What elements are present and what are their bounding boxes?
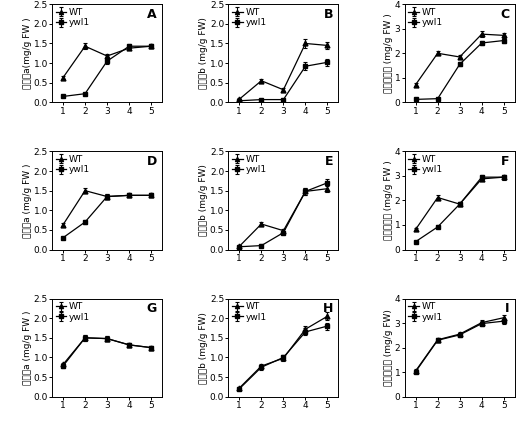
Text: C: C: [500, 8, 509, 21]
Y-axis label: 叶绿素含量 (mg/g FW ): 叶绿素含量 (mg/g FW ): [384, 14, 393, 93]
Text: E: E: [324, 155, 333, 168]
Legend: WT, ywl1: WT, ywl1: [54, 6, 92, 29]
Legend: WT, ywl1: WT, ywl1: [230, 300, 268, 323]
Y-axis label: 叶绿素a(mg/g FW ): 叶绿素a(mg/g FW ): [23, 17, 32, 89]
Text: D: D: [147, 155, 157, 168]
Legend: WT, ywl1: WT, ywl1: [407, 153, 445, 176]
Legend: WT, ywl1: WT, ywl1: [230, 153, 268, 176]
Y-axis label: 叶绿素含量 (mg/g FW ): 叶绿素含量 (mg/g FW ): [384, 161, 393, 240]
Text: G: G: [147, 303, 157, 316]
Text: F: F: [501, 155, 509, 168]
Y-axis label: 叶绿素a (mg/g FW ): 叶绿素a (mg/g FW ): [23, 163, 32, 238]
Legend: WT, ywl1: WT, ywl1: [54, 153, 92, 176]
Text: I: I: [505, 303, 509, 316]
Y-axis label: 叶绿素含量 (mg/g FW): 叶绿素含量 (mg/g FW): [384, 309, 393, 386]
Text: H: H: [322, 303, 333, 316]
Legend: WT, ywl1: WT, ywl1: [54, 300, 92, 323]
Y-axis label: 叶绿素b (mg/g FW): 叶绿素b (mg/g FW): [199, 312, 209, 384]
Text: B: B: [323, 8, 333, 21]
Legend: WT, ywl1: WT, ywl1: [407, 300, 445, 323]
Y-axis label: 叶绿素a (mg/g FW ): 叶绿素a (mg/g FW ): [23, 310, 32, 385]
Y-axis label: 叶绿素b (mg/g FW): 叶绿素b (mg/g FW): [199, 17, 209, 89]
Legend: WT, ywl1: WT, ywl1: [230, 6, 268, 29]
Text: A: A: [147, 8, 157, 21]
Y-axis label: 叶绿素b (mg/g FW): 叶绿素b (mg/g FW): [199, 165, 209, 236]
Legend: WT, ywl1: WT, ywl1: [407, 6, 445, 29]
